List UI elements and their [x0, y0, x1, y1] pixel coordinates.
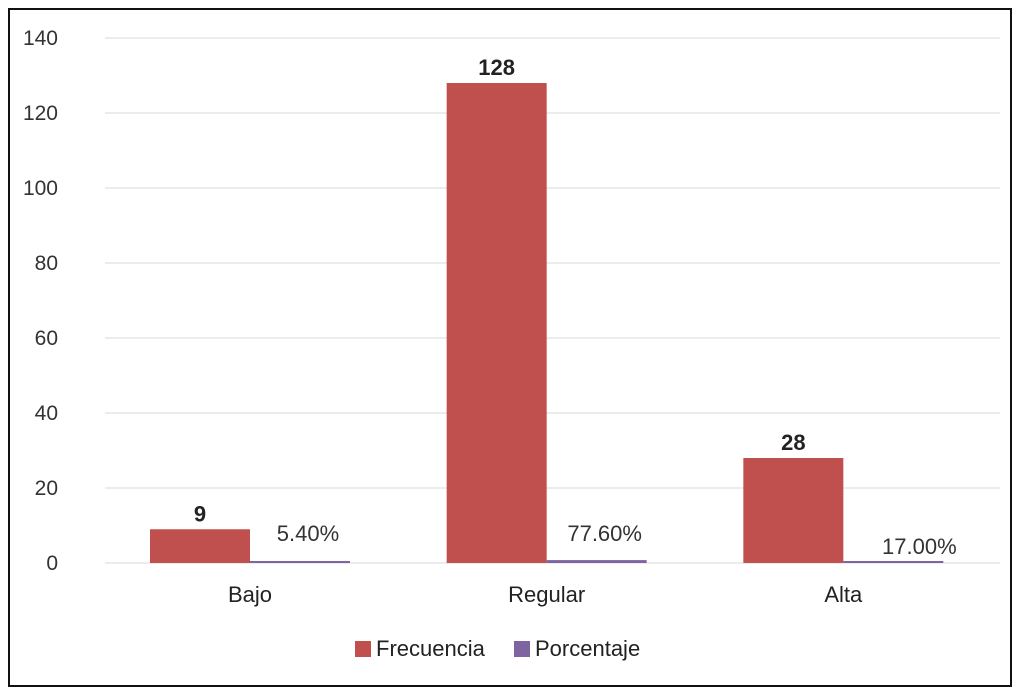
y-tick-label: 20 [35, 477, 58, 500]
bar-frecuencia [446, 83, 547, 563]
bars [150, 83, 944, 563]
legend-label: Porcentaje [535, 636, 640, 661]
x-axis-categories: Bajo Regular Alta [228, 582, 863, 607]
y-tick-label: 0 [46, 552, 58, 575]
y-tick-label: 40 [35, 402, 58, 425]
legend-label: Frecuencia [376, 636, 486, 661]
data-label-porcentaje: 17.00% [882, 534, 957, 559]
legend-swatch [355, 641, 371, 657]
bar-porcentaje [843, 561, 944, 563]
y-tick-label: 100 [23, 177, 58, 200]
bar-frecuencia [743, 458, 844, 563]
bar-porcentaje [250, 561, 350, 563]
data-label-porcentaje: 77.60% [567, 521, 642, 546]
bar-porcentaje [546, 560, 647, 563]
legend: Frecuencia Porcentaje [355, 636, 640, 661]
legend-swatch [514, 641, 530, 657]
y-tick-label: 80 [35, 252, 58, 275]
data-label-frecuencia: 28 [781, 430, 805, 455]
y-tick-label: 120 [23, 102, 58, 125]
bar-frecuencia [150, 529, 250, 563]
gridlines [105, 37, 1000, 564]
x-category-label: Bajo [228, 582, 272, 607]
y-tick-label: 60 [35, 327, 58, 350]
x-category-label: Regular [508, 582, 585, 607]
data-label-frecuencia: 128 [478, 55, 515, 80]
y-tick-label: 140 [23, 27, 58, 50]
y-axis-ticks: 0 20 40 60 80 100 120 140 [23, 27, 58, 575]
data-label-frecuencia: 9 [194, 501, 206, 526]
data-labels: 9 5.40% 128 77.60% 28 17.00% [194, 55, 957, 559]
data-label-porcentaje: 5.40% [277, 521, 339, 546]
x-category-label: Alta [824, 582, 863, 607]
